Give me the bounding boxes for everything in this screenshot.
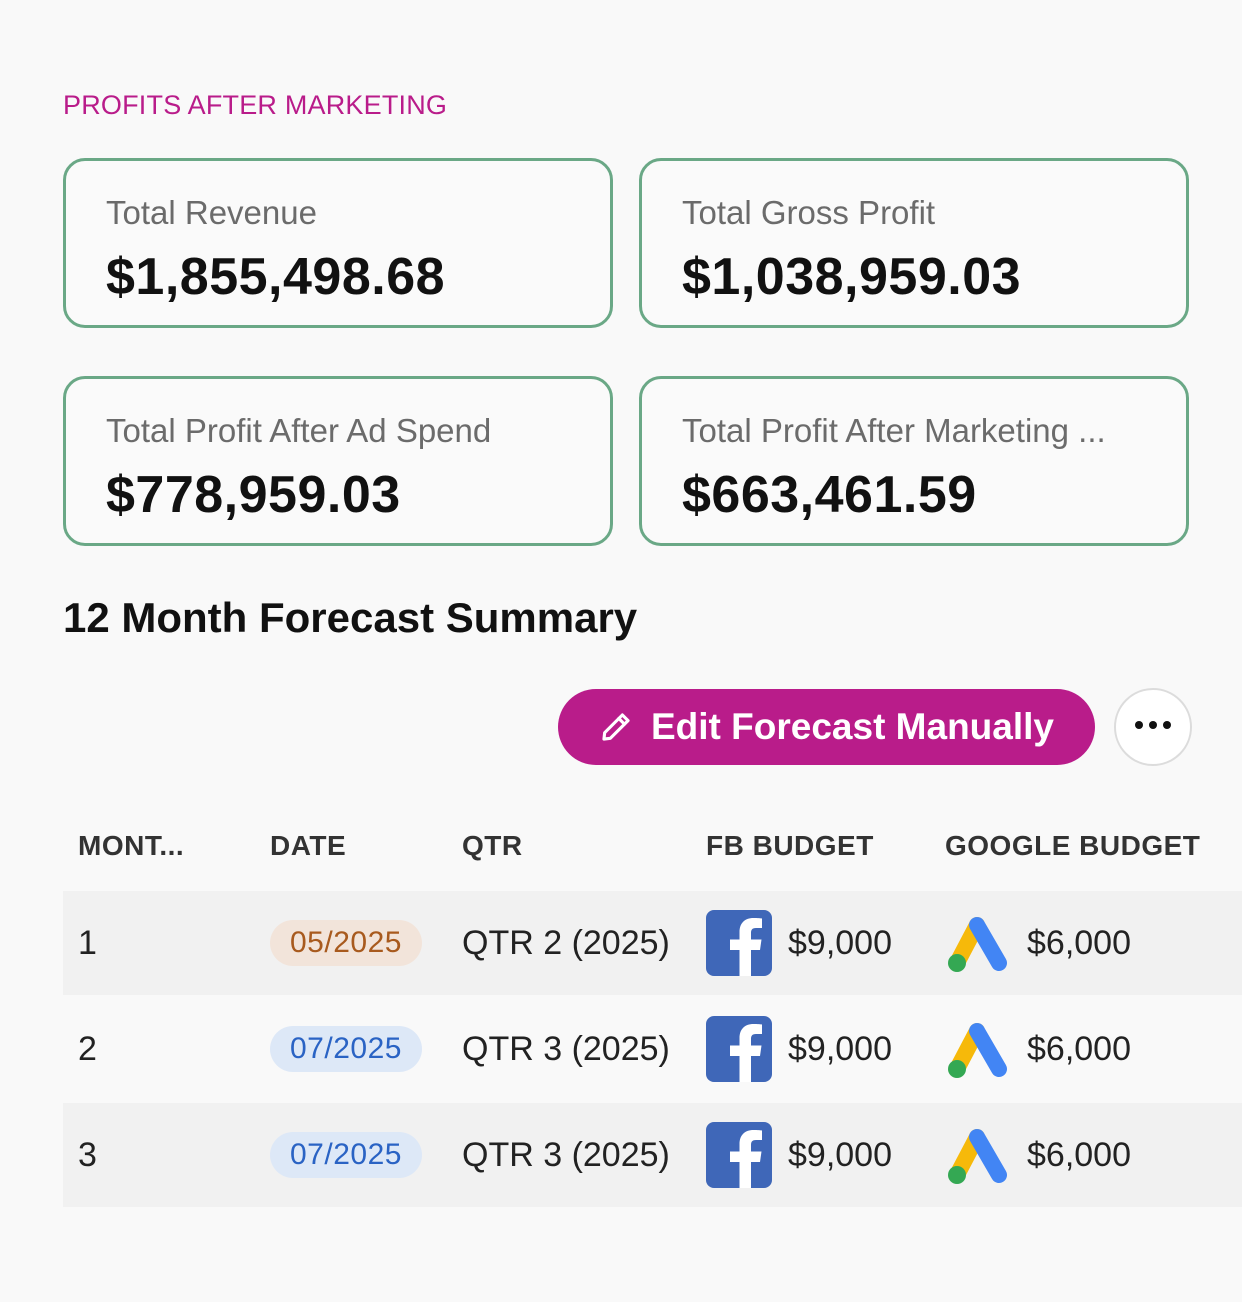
qtr-cell: QTR 3 (2025): [462, 1135, 670, 1174]
fb-budget-value: $9,000: [788, 923, 892, 962]
pencil-icon: [599, 710, 633, 744]
google-budget-cell: $6,000: [945, 1103, 1131, 1207]
table-row[interactable]: 1 05/2025 QTR 2 (2025) $9,000 $6,000: [63, 891, 1242, 995]
date-badge: 07/2025: [270, 1132, 422, 1178]
date-cell: 05/2025: [270, 891, 422, 995]
fb-budget-cell: $9,000: [706, 997, 892, 1101]
month-cell: 3: [78, 1135, 97, 1174]
column-header-qtr[interactable]: QTR: [462, 830, 523, 861]
facebook-icon: [706, 910, 772, 976]
google-budget-value: $6,000: [1027, 1135, 1131, 1174]
column-header-month[interactable]: MONT...: [78, 830, 185, 861]
edit-forecast-label: Edit Forecast Manually: [651, 706, 1054, 747]
month-cell: 1: [78, 923, 97, 962]
metric-label: Total Profit After Marketing ...: [682, 412, 1106, 449]
column-header-fb-budget[interactable]: FB BUDGET: [706, 830, 874, 861]
edit-forecast-button[interactable]: Edit Forecast Manually: [558, 689, 1095, 765]
metric-card-total-revenue: Total Revenue $1,855,498.68: [63, 158, 613, 328]
date-badge: 07/2025: [270, 1026, 422, 1072]
google-ads-icon: [948, 1129, 1007, 1184]
table-row[interactable]: 3 07/2025 QTR 3 (2025) $9,000 $6,000: [63, 1103, 1242, 1207]
metric-card-total-gross-profit: Total Gross Profit $1,038,959.03: [639, 158, 1189, 328]
date-cell: 07/2025: [270, 1103, 422, 1207]
fb-budget-cell: $9,000: [706, 891, 892, 995]
google-ads-icon: [948, 1023, 1007, 1078]
forecast-table: MONT... DATE QTR FB BUDGET GOOGLE BUDGET…: [63, 820, 1242, 1207]
qtr-cell: QTR 3 (2025): [462, 1029, 670, 1068]
google-ads-icon: [948, 917, 1007, 972]
google-budget-value: $6,000: [1027, 1029, 1131, 1068]
month-cell: 2: [78, 1029, 97, 1068]
facebook-icon: [706, 1122, 772, 1188]
column-header-google-budget[interactable]: GOOGLE BUDGET: [945, 830, 1201, 861]
forecast-title: 12 Month Forecast Summary: [63, 594, 638, 641]
fb-budget-value: $9,000: [788, 1029, 892, 1068]
column-header-date[interactable]: DATE: [270, 830, 347, 861]
metric-card-total-profit-after-ad-spend: Total Profit After Ad Spend $778,959.03: [63, 376, 613, 546]
metric-value: $663,461.59: [682, 466, 977, 524]
google-budget-cell: $6,000: [945, 997, 1131, 1101]
metric-value: $1,038,959.03: [682, 248, 1022, 306]
metric-label: Total Profit After Ad Spend: [106, 412, 492, 449]
date-cell: 07/2025: [270, 997, 422, 1101]
google-budget-value: $6,000: [1027, 923, 1131, 962]
facebook-icon: [706, 1016, 772, 1082]
google-budget-cell: $6,000: [945, 891, 1131, 995]
metric-card-total-profit-after-marketing: Total Profit After Marketing ... $663,46…: [639, 376, 1189, 546]
table-row[interactable]: 2 07/2025 QTR 3 (2025) $9,000 $6,000: [63, 997, 1242, 1101]
metric-label: Total Revenue: [106, 194, 317, 231]
fb-budget-cell: $9,000: [706, 1103, 892, 1207]
more-options-button[interactable]: [1114, 688, 1192, 766]
metric-label: Total Gross Profit: [682, 194, 936, 231]
metric-value: $1,855,498.68: [106, 248, 446, 306]
date-badge: 05/2025: [270, 920, 422, 966]
qtr-cell: QTR 2 (2025): [462, 923, 670, 962]
metric-value: $778,959.03: [106, 466, 401, 524]
table-header: MONT... DATE QTR FB BUDGET GOOGLE BUDGET: [63, 820, 1242, 880]
fb-budget-value: $9,000: [788, 1135, 892, 1174]
section-label: PROFITS AFTER MARKETING: [63, 90, 448, 120]
ellipsis-icon: [1133, 718, 1173, 736]
